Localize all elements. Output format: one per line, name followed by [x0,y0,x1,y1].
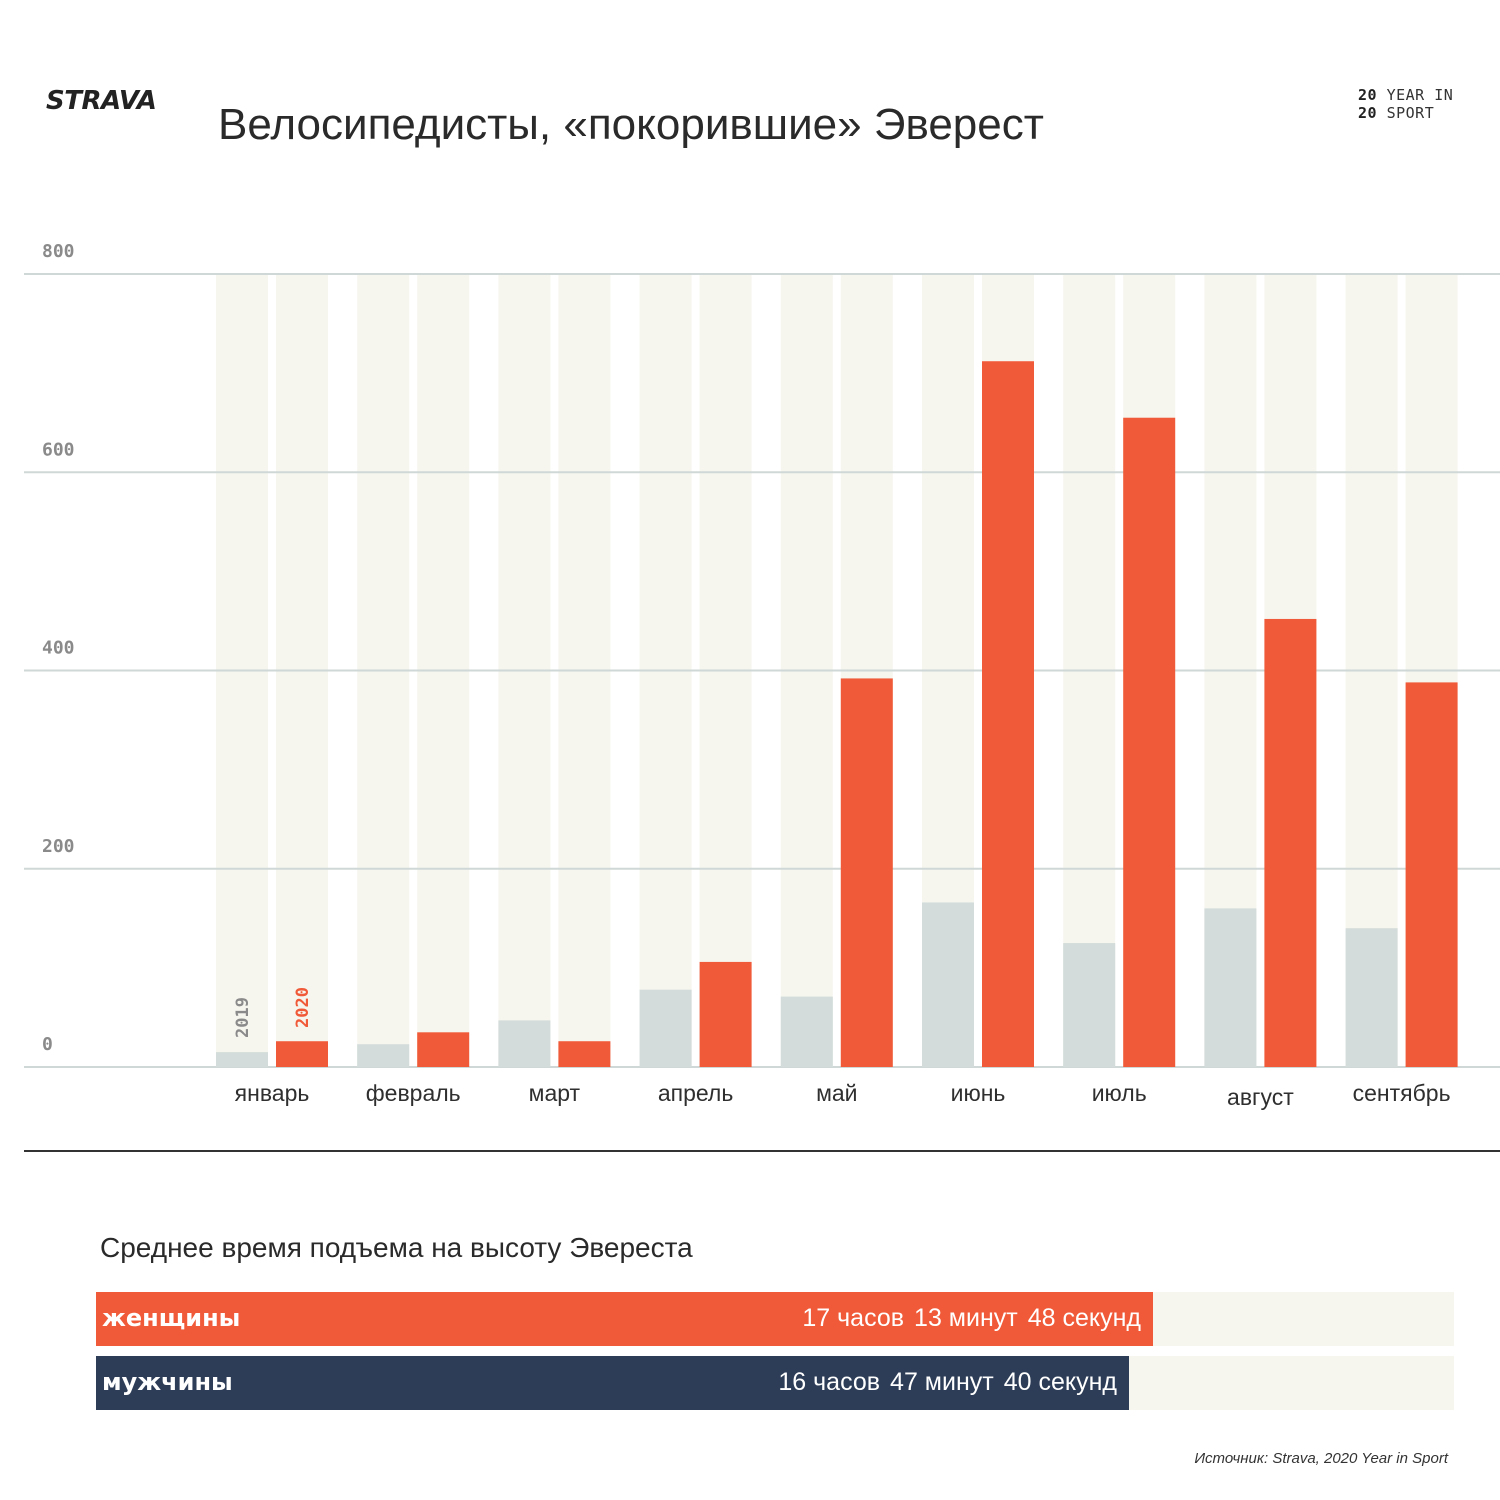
x-tick-label: май [816,1080,857,1106]
bar-2019 [1063,943,1116,1067]
men-bar: мужчины 16 часов 47 минут 40 секунд [96,1356,1129,1410]
x-tick-label: июль [1092,1080,1147,1106]
x-tick-label: февраль [366,1080,461,1106]
y-tick-label: 200 [42,836,75,857]
x-tick-label: сентябрь [1353,1080,1451,1106]
bar-chart: 0 200 400 600 800 январь февраль март апрель май и… [24,241,1500,1110]
bar-2019 [639,989,692,1067]
bar-2019 [1204,908,1257,1067]
bar-2020 [558,1041,611,1067]
women-bar: женщины 17 часов 13 минут 48 секунд [96,1292,1153,1346]
y-tick-label: 600 [42,439,75,460]
bar-2020 [699,961,752,1067]
x-tick-label: июнь [951,1080,1006,1106]
women-label: женщины [102,1304,241,1332]
bar-2020 [1405,682,1458,1067]
bar-2019 [216,1052,268,1067]
bar-2020 [276,1041,328,1067]
strava-logo: STRAVA [46,86,157,116]
comparison-title: Среднее время подъема на высоту Эвереста [100,1232,693,1263]
women-time: 17 часов 13 минут 48 секунд [802,1304,1141,1332]
bar-2019 [498,1020,551,1067]
section-divider [24,1150,1500,1152]
bar-2019 [1345,928,1398,1067]
y-tick-label: 0 [42,1034,53,1055]
bar-2020 [1123,417,1176,1067]
x-tick-label: апрель [658,1080,733,1106]
legend-label-2019: 2019 [233,997,253,1038]
x-tick-label: январь [235,1080,310,1106]
chart-title: Велосипедисты, «покорившие» Эверест [218,100,1044,149]
x-tick-label: август [1227,1084,1294,1110]
bar-2019 [780,996,833,1067]
bar-2020 [1264,618,1317,1067]
year-in-sport-badge: 20 YEAR IN 20 SPORT [1358,86,1454,122]
legend-label-2020: 2020 [293,987,313,1028]
bar-2019 [922,902,974,1067]
bar-2020 [982,361,1034,1068]
bar-2020 [840,678,893,1067]
y-tick-label: 800 [42,241,75,262]
men-time: 16 часов 47 минут 40 секунд [778,1368,1117,1396]
comparison-row-men: мужчины 16 часов 47 минут 40 секунд [96,1356,1454,1410]
men-label: мужчины [102,1368,233,1396]
bar-2020 [417,1032,470,1067]
comparison-row-women: женщины 17 часов 13 минут 48 секунд [96,1292,1454,1346]
source-note: Источник: Strava, 2020 Year in Sport [1194,1450,1448,1467]
x-tick-label: март [529,1080,581,1106]
bar-2019 [357,1044,410,1067]
y-tick-label: 400 [42,638,75,659]
